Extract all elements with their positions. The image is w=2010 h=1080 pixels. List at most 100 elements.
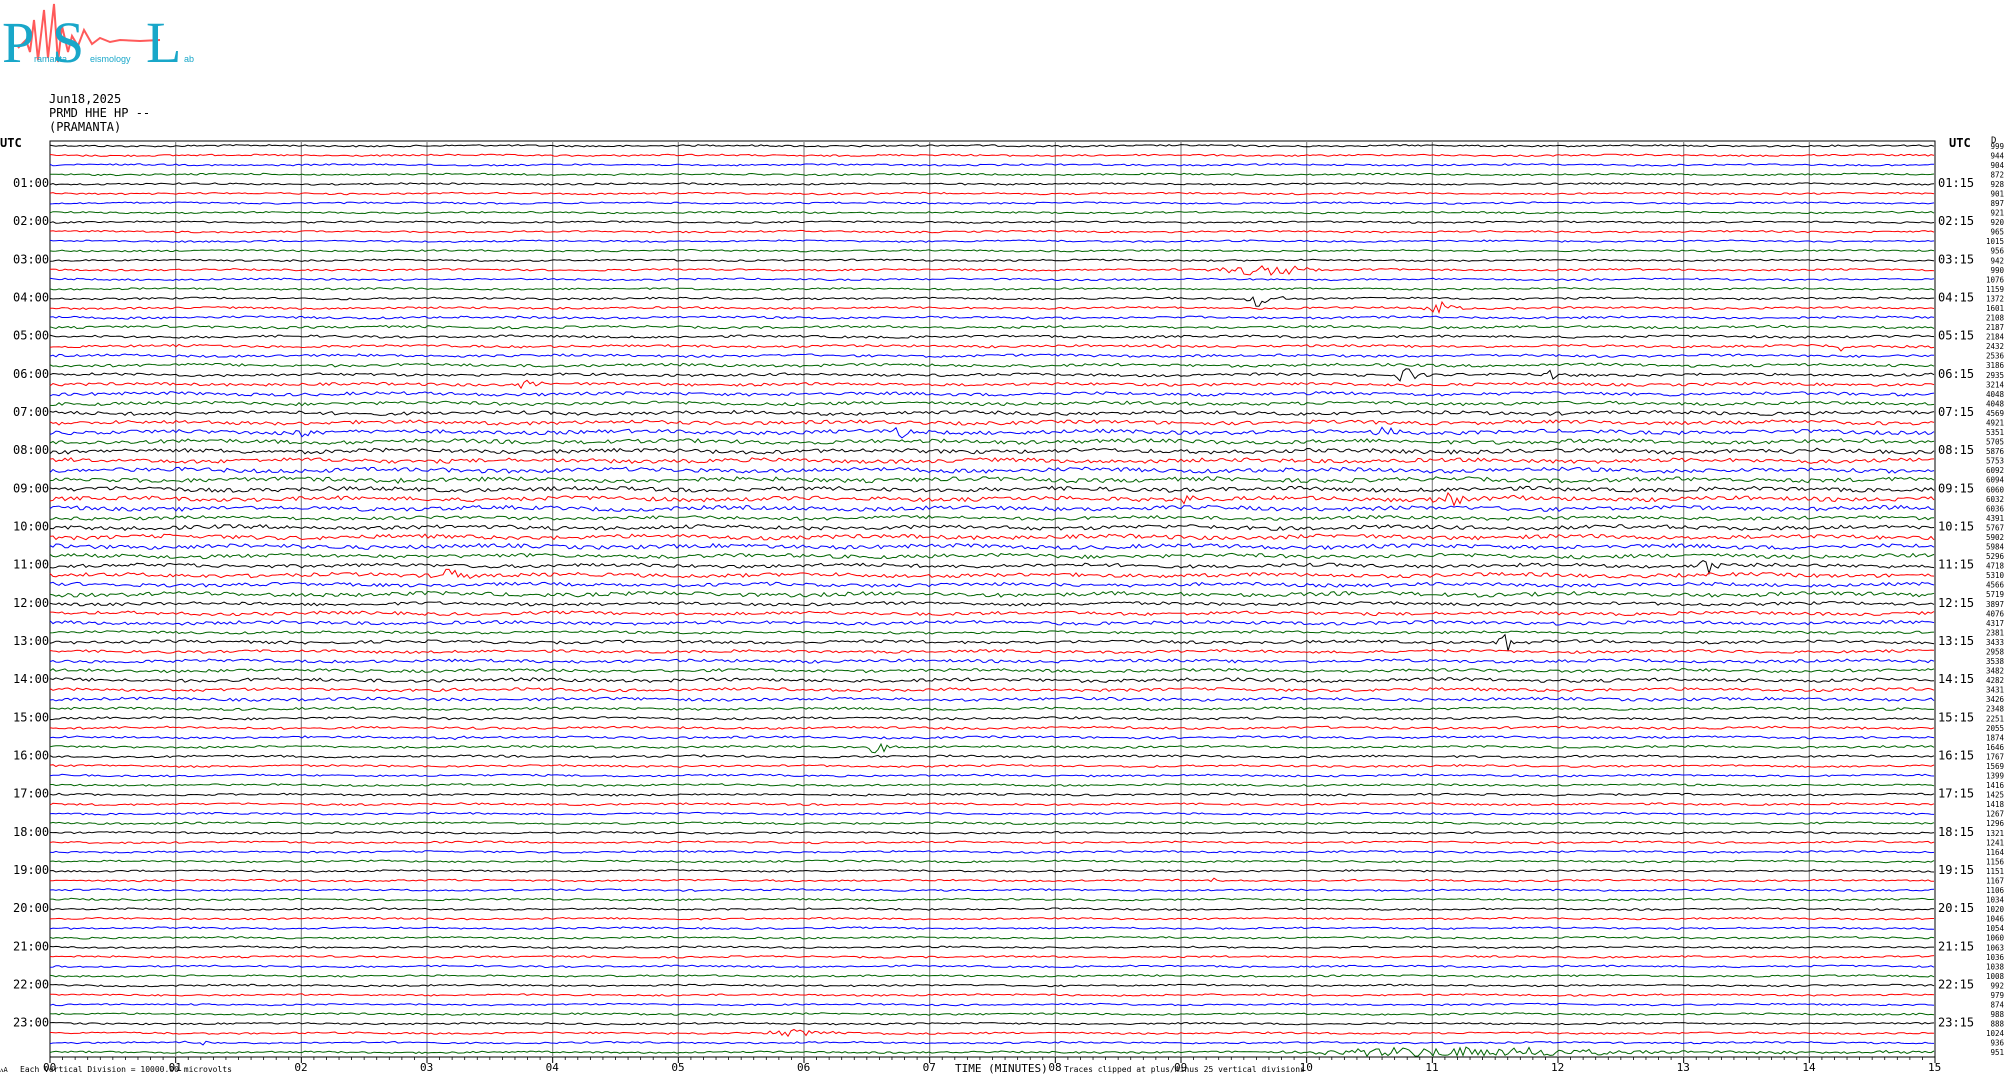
- left-hour-label: 15:00: [13, 710, 49, 724]
- seismic-trace: [49, 324, 1935, 330]
- seismic-trace: [49, 888, 1935, 892]
- x-tick-label: 02: [294, 1061, 307, 1074]
- seismic-trace: [49, 485, 1935, 493]
- trace-rms-value: 1241: [1986, 838, 2004, 847]
- trace-rms-value: 5753: [1986, 457, 2004, 466]
- seismic-trace: [49, 649, 1935, 654]
- seismic-trace: [49, 504, 1934, 512]
- right-hour-label: 14:15: [1938, 672, 1974, 686]
- trace-rms-value: 951: [1990, 1048, 2004, 1057]
- x-tick-label: 09: [1174, 1061, 1187, 1074]
- x-tick-label: 13: [1677, 1061, 1690, 1074]
- right-axis-title: UTC: [1949, 136, 1971, 150]
- trace-rms-value: 1569: [1986, 762, 2004, 771]
- seismic-trace: [49, 763, 1935, 768]
- trace-rms-value: 1106: [1986, 886, 2005, 895]
- left-hour-label: 04:00: [13, 290, 49, 304]
- trace-rms-value: 1167: [1986, 876, 2004, 885]
- trace-rms-value: 872: [1990, 170, 2004, 179]
- left-hour-label: 05:00: [13, 329, 49, 343]
- seismic-trace: [49, 590, 1935, 598]
- seismic-trace: [49, 353, 1935, 359]
- seismic-trace: [49, 658, 1935, 664]
- seismic-trace: [49, 773, 1935, 778]
- x-tick-label: 06: [797, 1061, 810, 1074]
- seismic-trace: [49, 935, 1935, 940]
- trace-rms-value: 1151: [1986, 867, 2004, 876]
- left-hour-label: 10:00: [13, 519, 49, 533]
- right-hour-label: 11:15: [1938, 558, 1974, 572]
- right-hour-label: 22:15: [1938, 977, 1974, 991]
- seismic-trace: [49, 1040, 1935, 1046]
- trace-rms-value: 5705: [1986, 438, 2004, 447]
- grid-layer: [49, 140, 1936, 1063]
- seismic-trace: [49, 296, 1935, 307]
- rms-column-head: D: [1991, 136, 1996, 146]
- logo-letter-l: L: [146, 10, 181, 70]
- right-hour-label: 09:15: [1938, 481, 1974, 495]
- trace-rms-value: 3431: [1986, 686, 2004, 695]
- seismic-trace: [49, 476, 1935, 485]
- seismic-trace: [50, 897, 1935, 902]
- seismic-trace: [49, 926, 1935, 930]
- trace-rms-value: 1038: [1986, 962, 2005, 971]
- trace-rms-value: 1372: [1986, 294, 2004, 303]
- trace-rms-value: 1054: [1986, 924, 2005, 933]
- seismic-trace: [49, 850, 1935, 854]
- trace-rms-value: 1425: [1986, 791, 2004, 800]
- seismic-trace: [49, 191, 1935, 196]
- right-hour-label: 21:15: [1938, 939, 1974, 953]
- right-hour-label: 12:15: [1938, 596, 1974, 610]
- seismic-trace: [49, 811, 1935, 816]
- seismic-trace: [49, 964, 1935, 969]
- seismic-trace: [49, 821, 1935, 826]
- trace-rms-value: 4282: [1986, 676, 2004, 685]
- seismic-trace: [49, 725, 1935, 730]
- right-hour-label: 05:15: [1938, 329, 1974, 343]
- seismic-trace: [49, 201, 1935, 205]
- trace-rms-value: 1159: [1986, 285, 2004, 294]
- right-hour-label: 01:15: [1938, 176, 1974, 190]
- seismic-trace: [49, 1028, 1935, 1038]
- trace-rms-value: 1024: [1986, 1029, 2005, 1038]
- trace-rms-value: 1060: [1986, 934, 2005, 943]
- trace-rms-value: 2935: [1986, 371, 2004, 380]
- trace-rms-value: 2381: [1986, 628, 2004, 637]
- left-hour-label: 17:00: [13, 787, 49, 801]
- seismic-trace: [49, 581, 1935, 588]
- seismic-trace: [49, 533, 1935, 541]
- seismic-trace: [49, 287, 1935, 291]
- trace-rms-value: 4076: [1986, 609, 2005, 618]
- trace-rms-value: 1321: [1986, 829, 2004, 838]
- trace-rms-value: 965: [1990, 228, 2004, 237]
- seismic-trace: [49, 802, 1935, 807]
- seismic-trace: [49, 916, 1934, 921]
- left-hour-label: 02:00: [13, 214, 49, 228]
- right-hour-label: 08:15: [1938, 443, 1974, 457]
- right-hour-label: 18:15: [1938, 825, 1974, 839]
- label-layer: 00 01 02 03 04 05 06 07 08 09 10 11 12 13 14 15 01:00 02:…: [13, 142, 2004, 1074]
- seismic-trace: [50, 993, 1935, 997]
- left-axis-title: UTC: [0, 136, 22, 150]
- trace-rms-value: 1076: [1986, 275, 2005, 284]
- trace-rms-value: 1020: [1986, 905, 2005, 914]
- trace-rms-value: 874: [1990, 1001, 2004, 1010]
- right-hour-label: 04:15: [1938, 290, 1974, 304]
- trace-rms-value: 6092: [1986, 466, 2004, 475]
- seismic-trace: [49, 840, 1935, 845]
- trace-rms-value: 988: [1990, 1010, 2004, 1019]
- right-hour-label: 23:15: [1938, 1016, 1974, 1030]
- seismic-trace: [49, 277, 1935, 282]
- seismic-trace: [49, 945, 1934, 950]
- logo-word-2: eismology: [90, 54, 131, 64]
- trace-rms-value: 5310: [1986, 571, 2005, 580]
- left-hour-label: 09:00: [13, 481, 49, 495]
- trace-rms-value: 1008: [1986, 972, 2005, 981]
- seismic-trace: [49, 447, 1935, 455]
- trace-rms-value: 1164: [1986, 848, 2005, 857]
- seismic-trace: [49, 677, 1935, 683]
- seismic-trace: [49, 466, 1935, 474]
- seismic-trace: [49, 409, 1935, 416]
- seismic-trace: [49, 426, 1935, 439]
- trace-rms-value: 3538: [1986, 657, 2005, 666]
